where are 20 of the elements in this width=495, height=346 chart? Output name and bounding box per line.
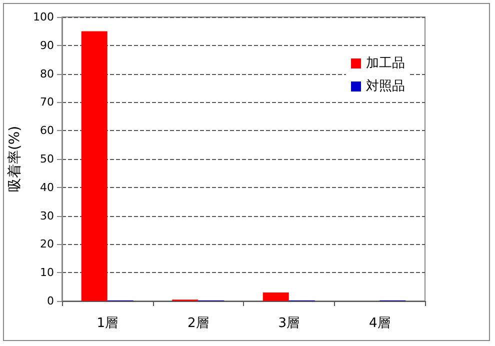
y-tick-label: 80 (40, 67, 54, 80)
y-tick-label: 50 (40, 152, 54, 166)
y-tick-label: 0 (47, 294, 54, 308)
y-tick-label: 20 (40, 238, 54, 251)
y-tick-label: 30 (40, 209, 54, 222)
y-tick-label: 70 (40, 96, 54, 109)
y-tick-label: 10 (40, 266, 54, 280)
x-tick-label: 2層 (187, 316, 209, 331)
y-axis-title: 吸着率(%) (7, 126, 24, 192)
x-tick-label: 1層 (96, 316, 118, 331)
y-tick-label: 60 (40, 124, 54, 138)
y-tick-label: 40 (40, 180, 54, 194)
legend-label: 加工品 (366, 56, 405, 71)
x-tick-label: 4層 (368, 316, 390, 331)
x-tick-label: 3層 (278, 316, 300, 331)
legend-label: 対照品 (366, 78, 405, 94)
y-tick-label: 100 (33, 10, 54, 24)
y-tick-label: 90 (40, 38, 54, 52)
bar (262, 292, 289, 301)
bar (81, 31, 108, 301)
